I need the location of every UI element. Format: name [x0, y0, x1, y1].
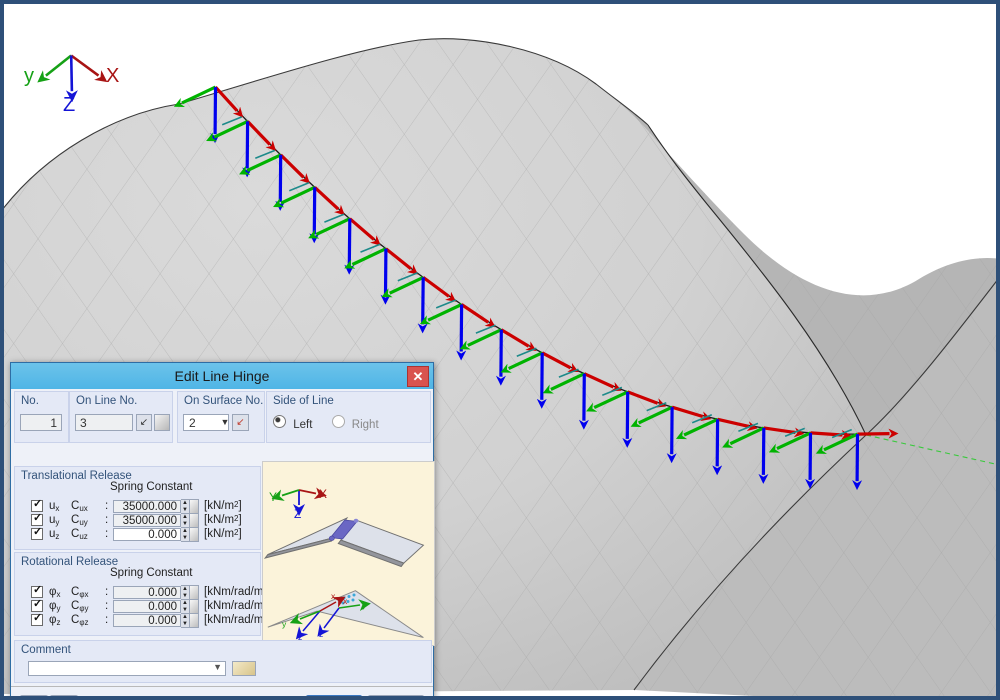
svg-text:z: z	[319, 629, 323, 639]
svg-text:X: X	[106, 65, 119, 87]
svg-text:Z: Z	[294, 507, 301, 521]
svg-text:y: y	[24, 65, 34, 87]
svg-text:Z: Z	[63, 94, 75, 116]
svg-text:X: X	[319, 487, 327, 501]
svg-text:Y: Y	[269, 490, 277, 504]
